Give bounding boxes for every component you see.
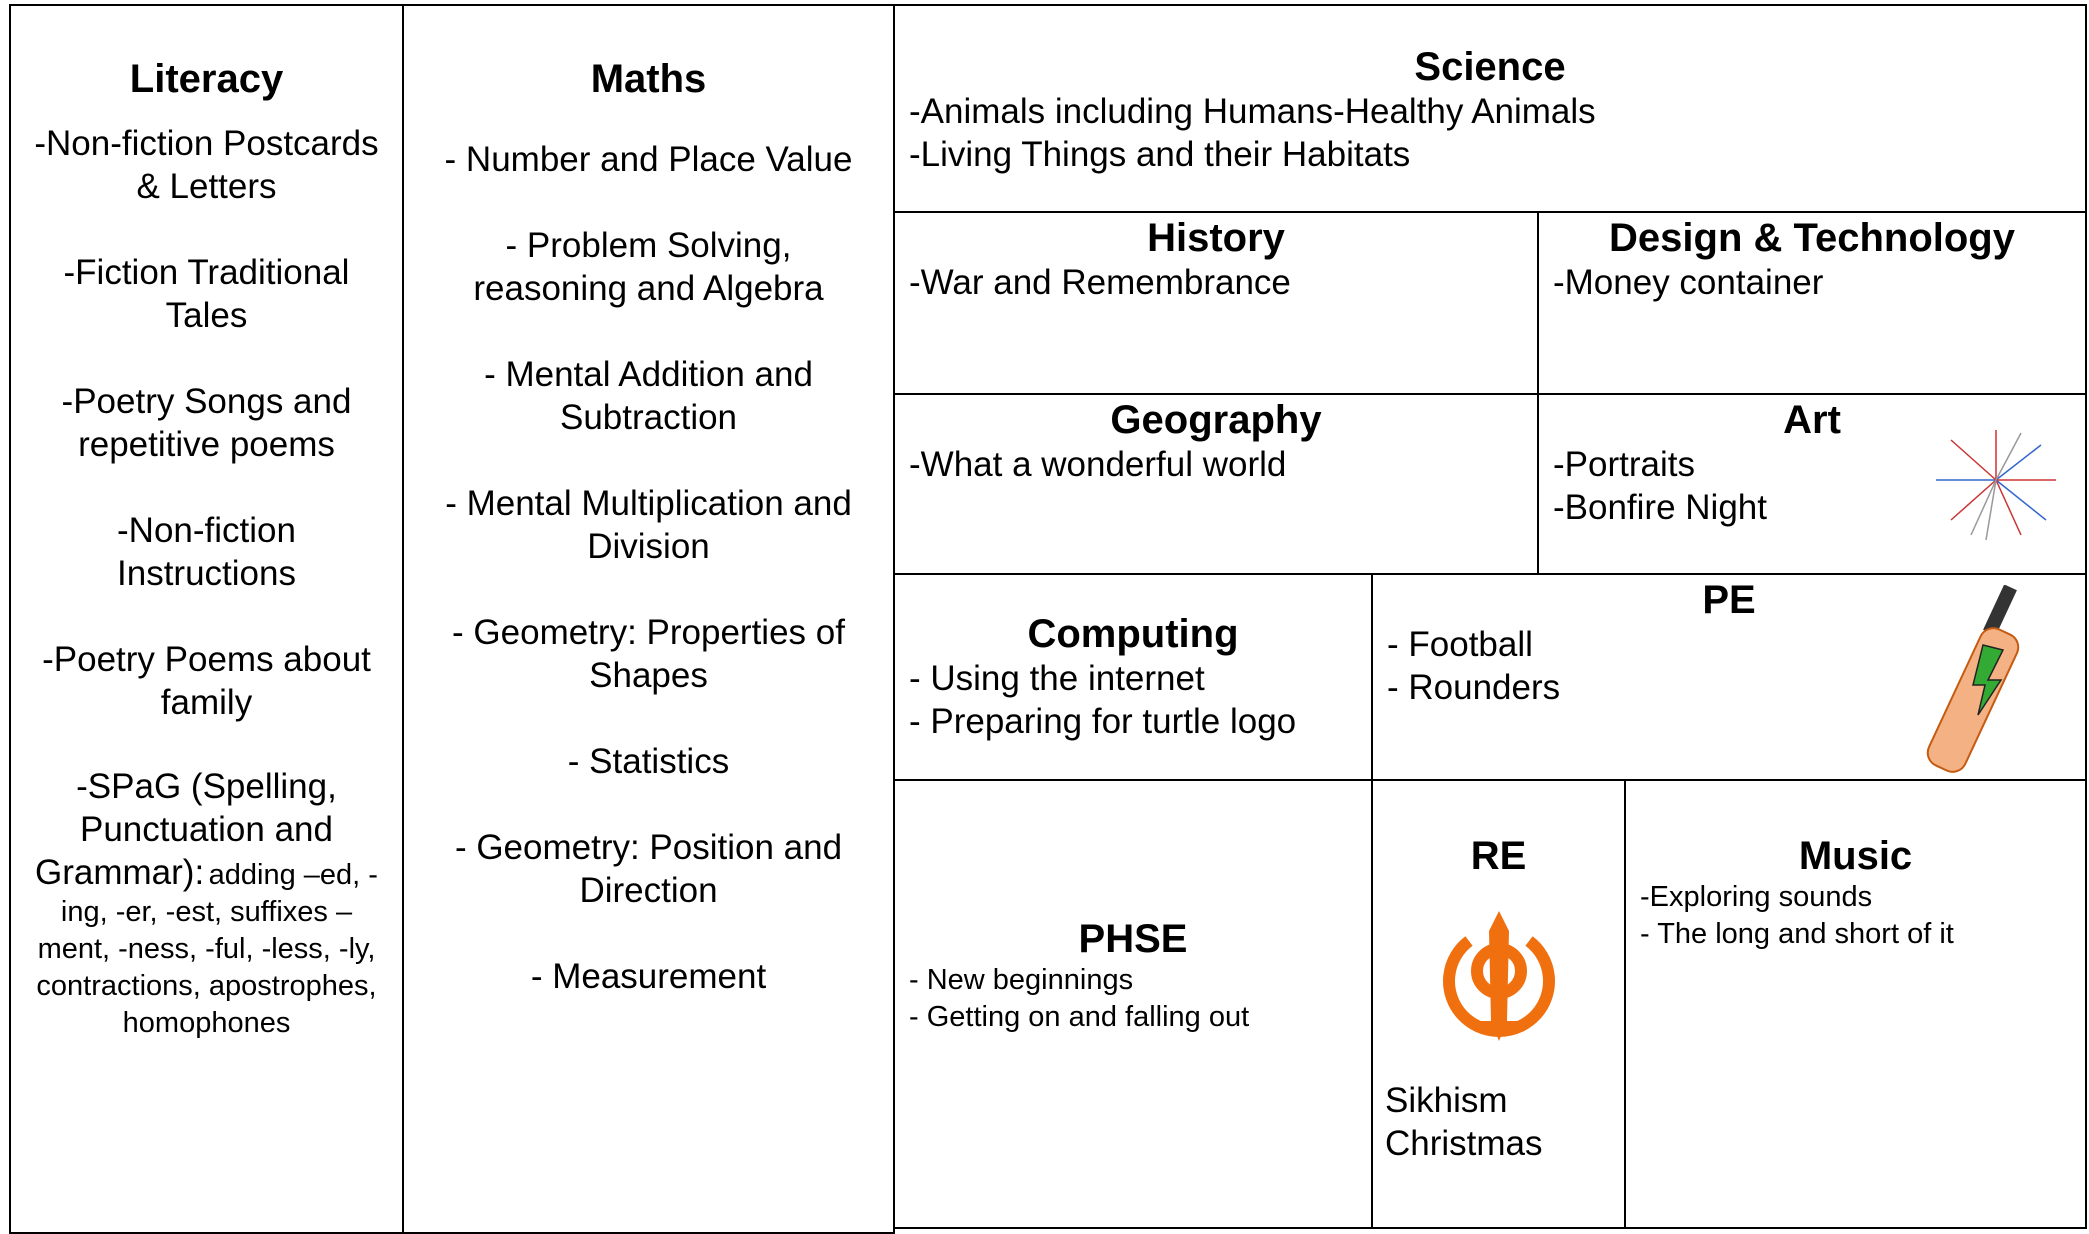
literacy-cell: Literacy -Non-fiction Postcards & Letter… [9, 4, 404, 1234]
item-list: - Using the internet - Preparing for turt… [895, 657, 1371, 743]
heading: Geography [1110, 398, 1322, 442]
text: adding –ed, -ing, -er, -est, suffixes –m… [36, 859, 378, 1039]
heading: PHSE [1078, 917, 1188, 961]
khanda-icon [1443, 911, 1555, 1041]
heading: Maths [590, 57, 707, 101]
item-list: -Non-fiction Postcards & Letters -Fiction… [29, 122, 384, 724]
heading: Computing [1027, 612, 1239, 656]
list-item: - Using the internet [909, 659, 1205, 698]
list-item: -Exploring sounds [1640, 881, 1873, 913]
heading: RE [1470, 834, 1527, 878]
item-list: -War and Remembrance [895, 261, 1537, 304]
heading: PE [1702, 578, 1756, 622]
music-cell: Music -Exploring sounds - The long and sh… [1624, 779, 2087, 1229]
heading: History [1147, 216, 1285, 260]
list-item: - Problem Solving, reasoning and Algebra [473, 226, 824, 308]
history-cell: History -War and Remembrance [893, 211, 1539, 395]
list-item: -Fiction Traditional Tales [63, 253, 350, 335]
list-item: -Portraits [1553, 445, 1695, 484]
list-item: -Poetry Poems about family [42, 640, 371, 722]
item-list: - Football - Rounders [1373, 623, 2085, 709]
list-item: Sikhism [1385, 1081, 1508, 1120]
spag: -SPaG (Spelling, Punctuation and Grammar… [29, 765, 384, 1042]
list-item: -Non-fiction Postcards & Letters [34, 124, 379, 206]
list-item: -Poetry Songs and repetitive poems [61, 382, 352, 464]
maths-cell: Maths - Number and Place Value - Problem … [402, 4, 895, 1234]
item-list: -Exploring sounds - The long and short of… [1626, 879, 2085, 953]
heading: Literacy [129, 57, 284, 101]
list-item: -Living Things and their Habitats [909, 135, 1411, 174]
phse-cell: PHSE - New beginnings - Getting on and fa… [893, 779, 1373, 1229]
item-list: -Money container [1539, 261, 2085, 304]
pe-cell: PE - Football - Rounders [1371, 573, 2087, 781]
list-item: - Mental Addition and Subtraction [484, 355, 813, 437]
list-item: -Non-fiction Instructions [117, 511, 296, 593]
re-cell: RE Sikhism Christmas [1371, 779, 1626, 1229]
item-list: - New beginnings - Getting on and falling… [895, 962, 1371, 1036]
list-item: - Preparing for turtle logo [909, 702, 1297, 741]
art-cell: Art -Portraits -Bonfire Night [1537, 393, 2087, 575]
item-list: - Number and Place Value - Problem Solvin… [428, 138, 869, 998]
cricket-bat-icon [1926, 585, 2020, 773]
list-item: - Football [1387, 625, 1533, 664]
list-item: - Geometry: Properties of Shapes [452, 613, 845, 695]
item-list: -What a wonderful world [895, 443, 1537, 486]
list-item: - Number and Place Value [444, 140, 853, 179]
list-item: -Bonfire Night [1553, 488, 1767, 527]
item-list: -Animals including Humans-Healthy Animal… [895, 90, 2085, 176]
list-item: - Geometry: Position and Direction [454, 828, 843, 910]
heading: Design & Technology [1609, 216, 2015, 260]
item-list: Sikhism Christmas [1373, 1079, 1624, 1165]
heading: Science [1414, 45, 1566, 89]
list-item: - The long and short of it [1640, 918, 1954, 950]
list-item: - Rounders [1387, 668, 1561, 707]
heading: Art [1783, 398, 1841, 442]
list-item: - Getting on and falling out [909, 1001, 1250, 1033]
science-cell: Science -Animals including Humans-Health… [893, 4, 2087, 213]
list-item: - Statistics [567, 742, 730, 781]
list-item: - Measurement [530, 957, 767, 996]
list-item: -What a wonderful world [909, 445, 1287, 484]
list-item: -War and Remembrance [909, 263, 1291, 302]
item-list: -Portraits -Bonfire Night [1539, 443, 2085, 529]
computing-cell: Computing - Using the internet - Preparin… [893, 573, 1373, 781]
list-item: -Money container [1553, 263, 1824, 302]
heading: Music [1798, 834, 1913, 878]
geography-cell: Geography -What a wonderful world [893, 393, 1539, 575]
list-item: - New beginnings [909, 964, 1134, 996]
fireworks-icon [1936, 430, 2056, 541]
dt-cell: Design & Technology -Money container [1537, 211, 2087, 395]
text: -SPaG (Spelling, Punctuation and Grammar… [35, 767, 337, 892]
list-item: -Animals including Humans-Healthy Animal… [909, 92, 1596, 131]
list-item: Christmas [1385, 1124, 1543, 1163]
list-item: - Mental Multiplication and Division [445, 484, 852, 566]
